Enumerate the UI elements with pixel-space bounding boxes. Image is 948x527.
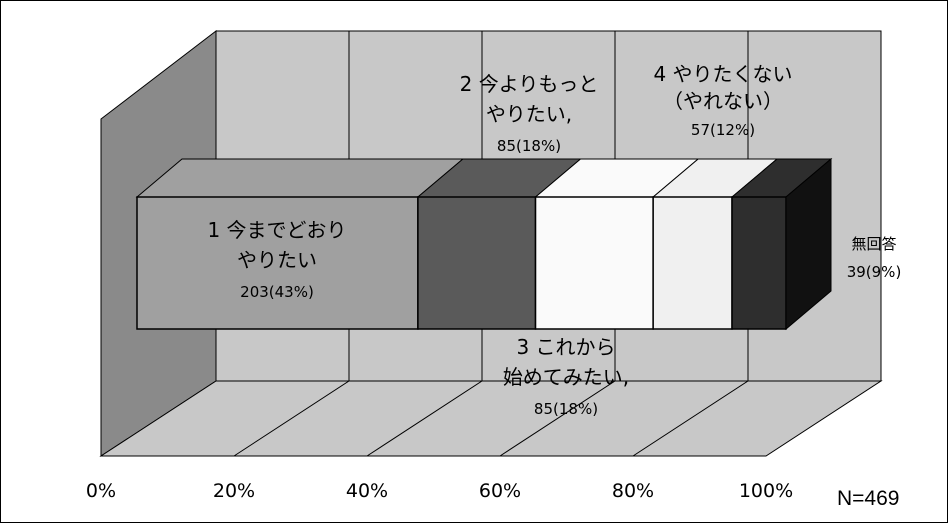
gridline-floor	[632, 380, 749, 457]
sample-size-label: N=469	[837, 487, 899, 510]
x-tick-label: 60%	[479, 480, 521, 502]
data-label-value: 85(18%)	[534, 400, 598, 418]
bar-segment-top	[135, 158, 465, 198]
data-label-value: 39(9%)	[847, 263, 902, 281]
data-label-value: 57(12%)	[691, 121, 755, 139]
gridline-floor	[366, 380, 483, 457]
x-tick-label: 80%	[612, 480, 654, 502]
gridline-floor	[499, 380, 616, 457]
stacked-bar	[135, 157, 833, 331]
data-label-text: 始めてみたい,	[503, 365, 629, 389]
data-label-text: 2 今よりもっと	[460, 72, 599, 96]
x-tick-label: 20%	[213, 480, 255, 502]
bar-side-face	[785, 157, 832, 331]
bar-segment	[534, 196, 654, 330]
data-label-text: やりたい,	[486, 102, 572, 126]
data-label-text: 4 やりたくない	[653, 62, 792, 86]
bar-segment	[136, 196, 419, 330]
gridline-floor	[233, 380, 350, 457]
bar-segment	[417, 196, 537, 330]
x-tick-label: 0%	[86, 480, 116, 502]
data-label-value: 85(18%)	[497, 137, 561, 155]
x-tick-label: 100%	[739, 480, 793, 502]
data-label-value: 203(43%)	[240, 283, 314, 301]
data-label-text: 1 今までどおり	[207, 218, 346, 242]
bar-segment	[731, 196, 787, 330]
data-label-text: 3 これから	[516, 335, 615, 359]
data-label-text: （やれない）	[663, 89, 783, 113]
data-label: 4 やりたくない （やれない） 57(12%)	[653, 62, 792, 139]
floor	[99, 380, 883, 457]
data-label-text: 無回答	[851, 235, 896, 253]
data-label: 無回答 39(9%)	[847, 235, 902, 281]
data-label-text: やりたい	[237, 248, 317, 272]
x-axis-ticks: 0% 20% 40% 60% 80% 100%	[86, 480, 793, 502]
bar-segment	[652, 196, 733, 330]
x-tick-label: 40%	[346, 480, 388, 502]
